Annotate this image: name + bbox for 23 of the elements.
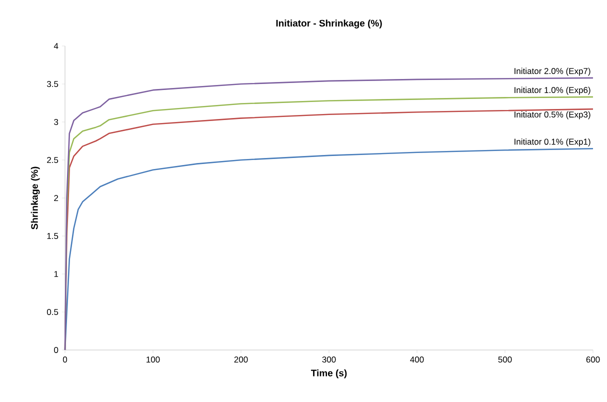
y-tick-label: 2	[54, 195, 58, 201]
x-tick-label: 400	[410, 356, 424, 363]
y-tick-label: 1.5	[47, 233, 58, 239]
y-tick-label: 0.5	[46, 309, 58, 316]
x-tick-label: 200	[234, 356, 248, 363]
y-axis-title: Shrinkage (%)	[30, 166, 40, 230]
x-tick-label: 300	[322, 356, 336, 363]
y-tick-label: 1	[54, 271, 58, 277]
series-label: Initiator 2.0% (Exp7)	[514, 68, 590, 76]
y-tick-label: 0	[54, 347, 58, 354]
series-label: Initiator 0.1% (Exp1)	[514, 138, 590, 146]
series-label: Initiator 1.0% (Exp6)	[514, 86, 590, 95]
series-label: Initiator 0.5% (Exp3)	[514, 111, 590, 120]
y-tick-label: 4	[54, 43, 58, 49]
y-tick-label: 3.5	[46, 80, 58, 88]
x-tick-label: 500	[498, 356, 512, 363]
x-tick-label: 100	[146, 356, 160, 363]
chart-title: Initiator - Shrinkage (%)	[276, 20, 382, 28]
x-tick-label: 0	[62, 356, 68, 363]
x-tick-label: 600	[586, 356, 600, 363]
y-tick-label: 3	[54, 119, 58, 126]
y-tick-label: 2.5	[47, 157, 58, 164]
x-axis-title: Time (s)	[310, 369, 347, 378]
